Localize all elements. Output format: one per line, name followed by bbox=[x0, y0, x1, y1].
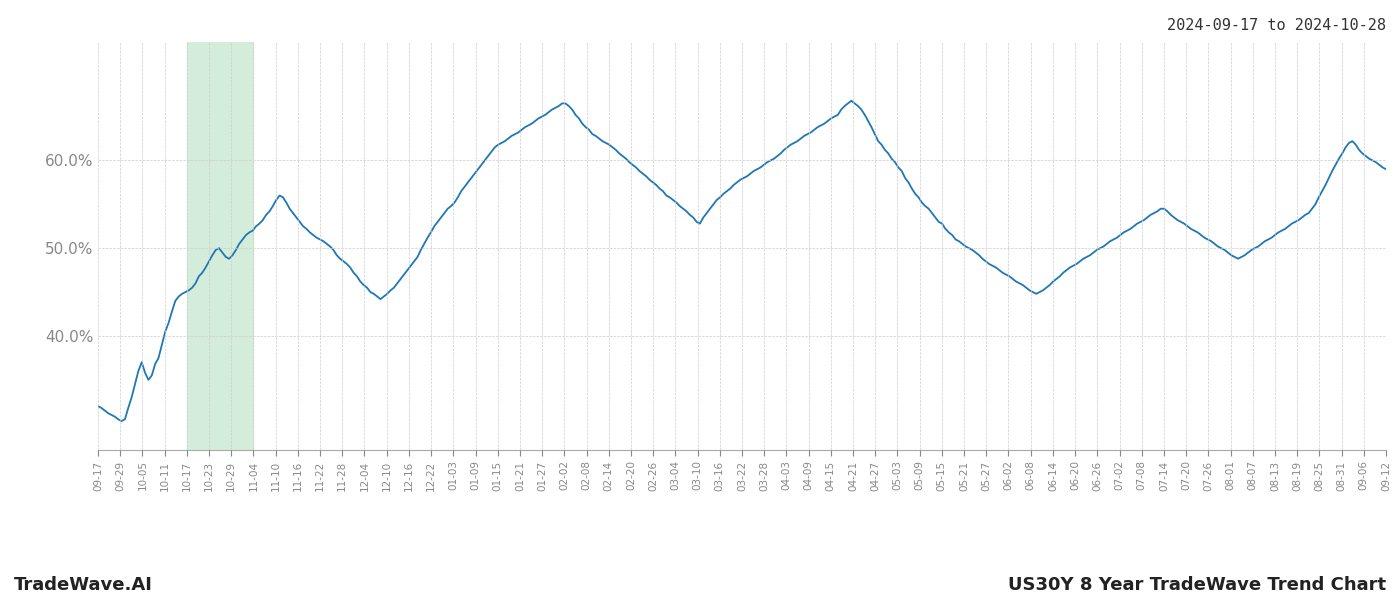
Bar bbox=[186, 42, 253, 450]
Text: US30Y 8 Year TradeWave Trend Chart: US30Y 8 Year TradeWave Trend Chart bbox=[1008, 576, 1386, 594]
Text: 2024-09-17 to 2024-10-28: 2024-09-17 to 2024-10-28 bbox=[1168, 18, 1386, 33]
Text: TradeWave.AI: TradeWave.AI bbox=[14, 576, 153, 594]
